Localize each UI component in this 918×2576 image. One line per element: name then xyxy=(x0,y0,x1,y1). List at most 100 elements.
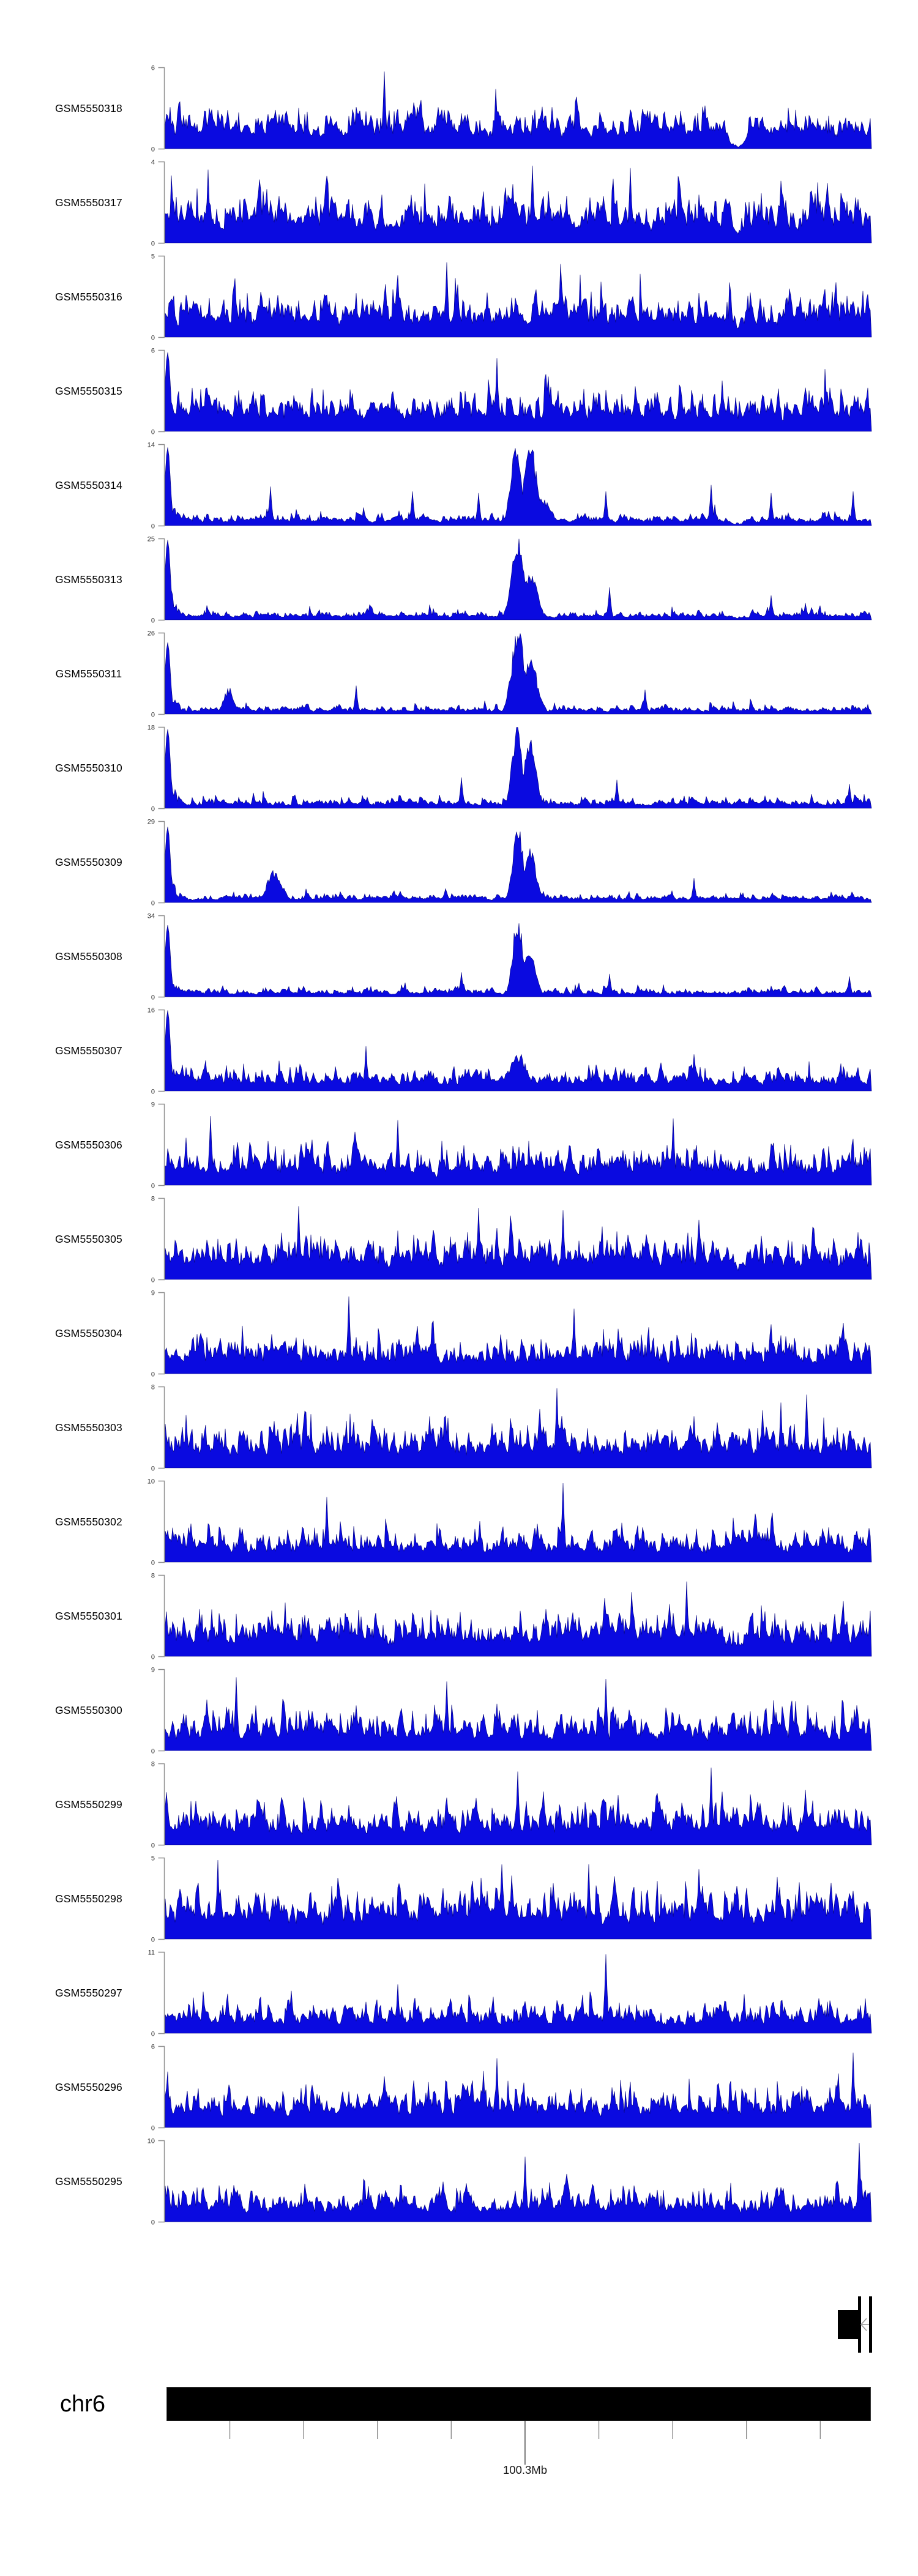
signal-area xyxy=(165,2052,872,2128)
y-axis-zero-label: 0 xyxy=(151,2125,155,2132)
y-axis-zero-label: 0 xyxy=(151,994,155,1002)
track-plot: 6 0 xyxy=(151,65,872,154)
signal-area xyxy=(165,923,872,997)
track-plot: 8 0 xyxy=(151,1573,872,1661)
track-plot: 8 0 xyxy=(151,1196,872,1284)
signal-track: GSM5550311 26 0 xyxy=(0,628,918,720)
y-axis xyxy=(158,1480,165,1563)
signal-area xyxy=(165,262,872,338)
track-label: GSM5550311 xyxy=(55,667,122,680)
track-plot: 6 0 xyxy=(151,2044,872,2132)
track-plot: 29 0 xyxy=(147,819,872,907)
y-axis-zero-label: 0 xyxy=(151,523,155,530)
track-plot: 8 0 xyxy=(151,1761,872,1850)
y-axis xyxy=(158,1103,165,1186)
gene-exon-bar xyxy=(869,2296,872,2353)
y-axis-max-label: 11 xyxy=(148,1949,155,1957)
track-label: GSM5550316 xyxy=(55,290,122,303)
y-axis-zero-label: 0 xyxy=(151,1277,155,1284)
signal-area xyxy=(165,1483,872,1563)
track-label: GSM5550302 xyxy=(55,1515,122,1528)
track-label: GSM5550307 xyxy=(55,1044,122,1057)
track-plot: 26 0 xyxy=(147,630,872,719)
y-axis-max-label: 8 xyxy=(151,1573,155,1580)
signal-track: GSM5550307 16 0 xyxy=(0,1005,918,1096)
y-axis-zero-label: 0 xyxy=(151,1748,155,1755)
signal-area xyxy=(165,1581,872,1657)
signal-area xyxy=(165,1010,872,1092)
y-axis-max-label: 6 xyxy=(151,2044,155,2051)
track-plot: 5 0 xyxy=(151,1855,872,1944)
track-plot: 10 0 xyxy=(147,2138,872,2227)
y-axis-max-label: 9 xyxy=(151,1290,155,1297)
y-axis-max-label: 8 xyxy=(151,1384,155,1391)
signal-track: GSM5550297 11 0 xyxy=(0,1947,918,2039)
track-label: GSM5550317 xyxy=(55,196,122,209)
y-axis-zero-label: 0 xyxy=(151,900,155,907)
track-label: GSM5550301 xyxy=(55,1609,122,1622)
y-axis-max-label: 8 xyxy=(151,1196,155,1203)
y-axis-zero-label: 0 xyxy=(151,1465,155,1473)
y-axis xyxy=(158,67,165,150)
y-axis-max-label: 6 xyxy=(151,65,155,72)
y-axis xyxy=(158,915,165,998)
y-axis xyxy=(158,349,165,433)
gene-exon-bar xyxy=(858,2296,861,2353)
signal-area xyxy=(165,1677,872,1751)
signal-track: GSM5550303 8 0 xyxy=(0,1382,918,1473)
track-plot: 9 0 xyxy=(151,1101,872,1190)
track-label: GSM5550309 xyxy=(55,855,122,868)
signal-track: GSM5550306 9 0 xyxy=(0,1099,918,1191)
signal-area xyxy=(165,727,872,809)
signal-area xyxy=(165,2142,872,2222)
track-label: GSM5550305 xyxy=(55,1232,122,1245)
y-axis xyxy=(158,2046,165,2129)
y-axis-max-label: 10 xyxy=(147,2138,155,2145)
y-axis xyxy=(158,1574,165,1658)
y-axis-max-label: 9 xyxy=(151,1667,155,1674)
track-plot: 34 0 xyxy=(147,913,872,1002)
y-axis xyxy=(158,538,165,621)
signal-track: GSM5550299 8 0 xyxy=(0,1759,918,1850)
signal-track: GSM5550302 10 0 xyxy=(0,1476,918,1568)
y-axis-zero-label: 0 xyxy=(151,2219,155,2227)
signal-area xyxy=(165,538,872,620)
y-axis-max-label: 14 xyxy=(147,442,155,449)
signal-track: GSM5550296 6 0 xyxy=(0,2041,918,2133)
y-axis xyxy=(158,1386,165,1469)
signal-area xyxy=(165,447,872,526)
track-label: GSM5550318 xyxy=(55,102,122,114)
signal-track: GSM5550318 6 0 xyxy=(0,62,918,154)
signal-area xyxy=(165,827,872,903)
signal-area xyxy=(165,1206,872,1280)
track-plot: 18 0 xyxy=(147,724,872,813)
track-label: GSM5550296 xyxy=(55,2080,122,2093)
signal-track: GSM5550298 5 0 xyxy=(0,1853,918,1945)
y-axis-max-label: 8 xyxy=(151,1761,155,1768)
y-axis-zero-label: 0 xyxy=(151,335,155,342)
signal-track: GSM5550305 8 0 xyxy=(0,1193,918,1285)
y-axis xyxy=(158,444,165,527)
track-label: GSM5550314 xyxy=(55,478,122,491)
y-axis-zero-label: 0 xyxy=(151,1937,155,1944)
signal-area xyxy=(165,165,872,244)
signal-area xyxy=(165,1296,872,1374)
position-label: 100.3Mb xyxy=(503,2463,547,2476)
track-label: GSM5550299 xyxy=(55,1798,122,1811)
chromosome-ideogram-bar xyxy=(166,2387,871,2421)
track-label: GSM5550315 xyxy=(55,384,122,397)
track-plot: 25 0 xyxy=(147,536,872,625)
signal-area xyxy=(165,633,872,715)
y-axis xyxy=(158,821,165,904)
y-axis xyxy=(158,1763,165,1846)
signal-track: GSM5550313 25 0 xyxy=(0,534,918,625)
y-axis-zero-label: 0 xyxy=(151,1371,155,1379)
track-plot: 10 0 xyxy=(147,1478,872,1567)
y-axis xyxy=(158,1857,165,1940)
y-axis xyxy=(158,2140,165,2223)
track-plot: 6 0 xyxy=(151,348,872,436)
track-label: GSM5550303 xyxy=(55,1421,122,1434)
signal-track: GSM5550300 9 0 xyxy=(0,1664,918,1756)
y-axis-zero-label: 0 xyxy=(151,1842,155,1850)
